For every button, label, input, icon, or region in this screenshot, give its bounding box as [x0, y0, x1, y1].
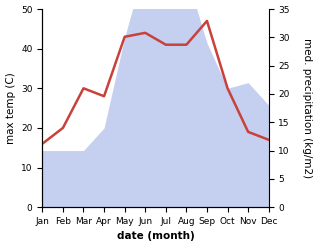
- Y-axis label: max temp (C): max temp (C): [5, 72, 16, 144]
- Y-axis label: med. precipitation (kg/m2): med. precipitation (kg/m2): [302, 38, 313, 178]
- X-axis label: date (month): date (month): [117, 231, 194, 242]
